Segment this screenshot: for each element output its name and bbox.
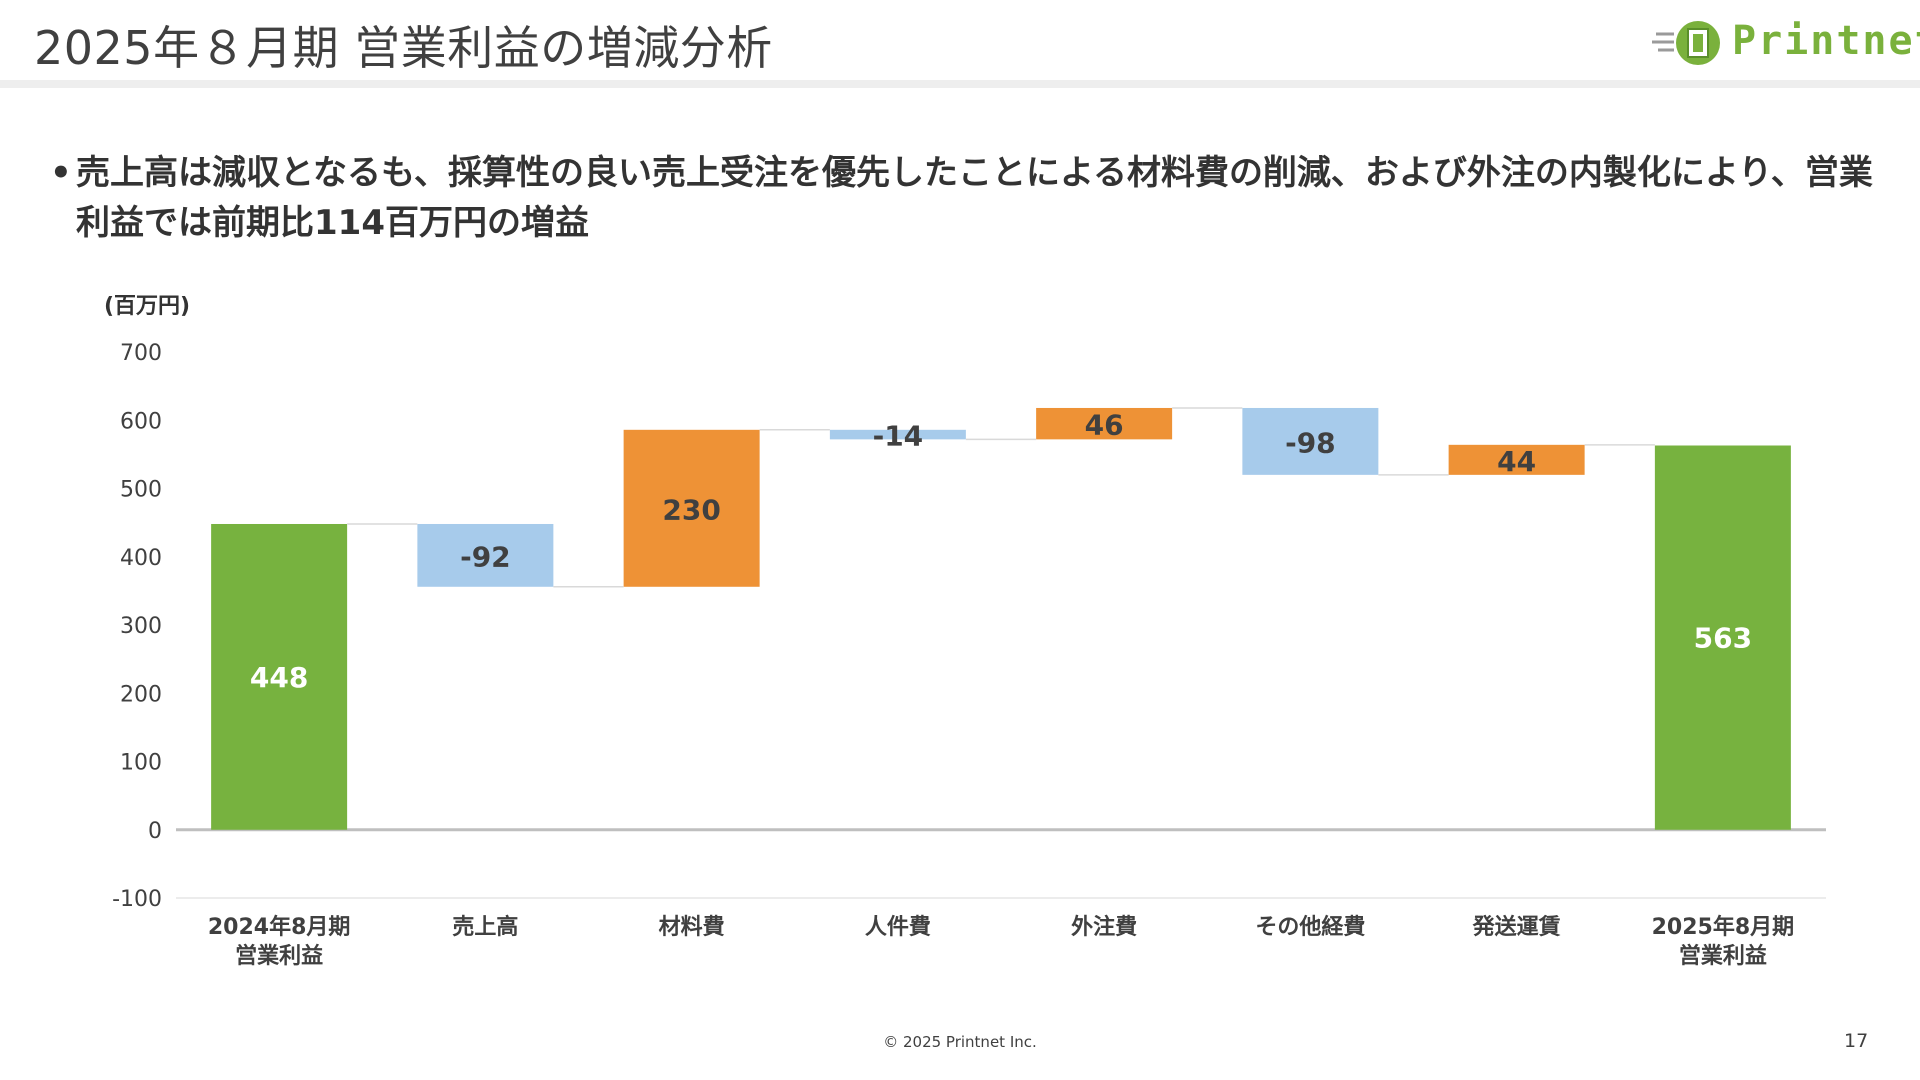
- y-tick-label: 700: [120, 341, 162, 366]
- y-axis-unit-label: (百万円): [104, 294, 190, 319]
- summary-text: 売上高は減収となるも、採算性の良い売上受注を優先したことによる材料費の削減、およ…: [76, 153, 1873, 243]
- x-tick-label: 営業利益: [235, 943, 323, 969]
- data-label: 448: [250, 661, 308, 694]
- page-number: 17: [1844, 1030, 1869, 1052]
- bar-increase: [1448, 444, 1585, 475]
- y-tick-label: 300: [120, 614, 162, 639]
- x-tick-label: 営業利益: [1679, 943, 1767, 969]
- x-tick-label: 2025年8月期: [1652, 914, 1795, 940]
- slide-title: 2025年８月期 営業利益の増減分析: [34, 21, 773, 75]
- y-tick-label: 400: [120, 546, 162, 571]
- y-tick-label: 0: [148, 819, 162, 844]
- printnet-logo: Printnet: [1652, 16, 1920, 72]
- bar-decrease: [1242, 407, 1379, 475]
- data-label: 46: [1085, 409, 1124, 442]
- logo-text: Printnet: [1732, 18, 1920, 64]
- data-label: 44: [1497, 445, 1536, 478]
- data-label: 230: [662, 493, 720, 526]
- printer-logo-icon: [1652, 21, 1720, 65]
- x-tick-label: 2024年8月期: [208, 914, 351, 940]
- bar-total: [211, 523, 348, 830]
- bar-increase: [623, 429, 760, 587]
- x-tick-label: 材料費: [659, 915, 725, 940]
- data-label: 563: [1694, 622, 1752, 655]
- waterfall-chart: (百万円) 700 600 500 400 300 200 100 0 -100 448 2024年8…: [104, 294, 1826, 969]
- bar-decrease: [417, 523, 554, 587]
- copyright-footer: © 2025 Printnet Inc.: [883, 1033, 1037, 1051]
- bar-increase: [1036, 407, 1173, 440]
- x-tick-label: 発送運賃: [1472, 914, 1561, 940]
- bar-decrease: [829, 429, 966, 440]
- bar-total: [1654, 445, 1791, 830]
- data-label: -14: [873, 420, 924, 453]
- x-tick-label: 外注費: [1071, 914, 1137, 940]
- x-tick-label: 人件費: [865, 915, 931, 940]
- bullet-marker: •: [50, 153, 72, 193]
- data-label: -98: [1285, 426, 1336, 459]
- y-tick-label: 100: [120, 751, 162, 776]
- y-tick-label: -100: [112, 887, 162, 912]
- y-tick-label: 600: [120, 409, 162, 434]
- y-tick-label: 500: [120, 478, 162, 503]
- x-tick-label: 売上高: [452, 914, 518, 940]
- header-divider: [0, 80, 1920, 88]
- x-tick-label: その他経費: [1255, 914, 1365, 940]
- data-label: -92: [460, 540, 511, 573]
- y-tick-label: 200: [120, 682, 162, 707]
